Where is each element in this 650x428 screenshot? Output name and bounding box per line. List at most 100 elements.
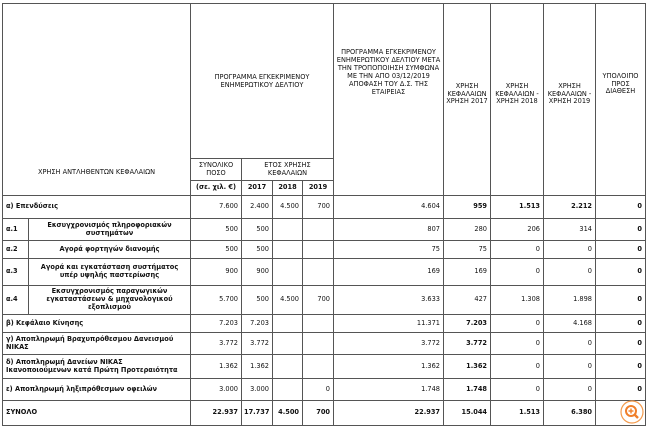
value-cell: 0 — [543, 354, 596, 379]
value-cell: 0 — [490, 258, 544, 286]
value-cell: 15.044 — [443, 400, 491, 426]
value-cell: 5.700 — [190, 285, 242, 315]
table-row: α.4 Εκσυγχρονισμός παραγωγικών εγκαταστάσ… — [2, 285, 646, 315]
value-cell: 1.308 — [490, 285, 544, 315]
table-row: δ) Αποπληρωμή Δανείων ΝΙΚΑΣ Ικανοποιούμε… — [2, 354, 646, 379]
value-cell: 1.748 — [443, 378, 491, 401]
empty-cell — [272, 240, 303, 259]
value-cell: 500 — [241, 285, 273, 315]
value-cell: 0 — [543, 378, 596, 401]
value-cell: 169 — [443, 258, 491, 286]
zoom-icon[interactable] — [620, 400, 644, 424]
value-cell: 0 — [543, 240, 596, 259]
header-cell: ΥΠΟΛΟΙΠΟ ΠΡΟΣ ΔΙΑΘΕΣΗ — [595, 3, 646, 196]
header-cell: ΕΤΟΣ ΧΡΗΣΗΣ ΚΕΦΑΛΑΙΩΝ — [241, 158, 334, 181]
table-body: α) Επενδύσεις 7.600 2.400 4.500 700 4.604 959 1… — [2, 195, 646, 426]
value-cell: 22.937 — [333, 400, 444, 426]
row-label: β) Κεφάλαιο Κίνησης — [2, 314, 191, 333]
value-cell: 1.362 — [241, 354, 273, 379]
value-cell: 0 — [490, 354, 544, 379]
row-label: γ) Αποπληρωμή Βραχυπρόθεσμου Δανεισμού Ν… — [2, 332, 191, 355]
value-cell: 500 — [241, 218, 273, 241]
empty-cell — [302, 314, 334, 333]
value-cell: 0 — [595, 332, 646, 355]
empty-cell — [272, 378, 303, 401]
value-cell: 1.513 — [490, 195, 544, 219]
header-cell: ΠΡΟΓΡΑΜΜΑ ΕΓΚΕΚΡΙΜΕΝΟΥ ΕΝΗΜΕΡΩΤΙΚΟΥ ΔΕΛΤ… — [333, 3, 444, 196]
empty-cell — [272, 258, 303, 286]
table-row: α.1 Εκσυγχρονισμός πληροφοριακών συστημάτ… — [2, 218, 646, 241]
value-cell: 4.500 — [272, 195, 303, 219]
value-cell: 3.772 — [443, 332, 491, 355]
value-cell: 0 — [490, 332, 544, 355]
empty-cell — [302, 258, 334, 286]
value-cell: 700 — [302, 195, 334, 219]
row-code: α.1 — [2, 218, 29, 241]
value-cell: 314 — [543, 218, 596, 241]
value-cell: 1.362 — [190, 354, 242, 379]
value-cell: 7.600 — [190, 195, 242, 219]
funds-table: ΧΡΗΣΗ ΑΝΤΛΗΘΕΝΤΩΝ ΚΕΦΑΛΑΙΩΝ ΠΡΟΓΡΑΜΜΑ ΕΓ… — [2, 3, 646, 426]
value-cell: 2.212 — [543, 195, 596, 219]
value-cell: 2.400 — [241, 195, 273, 219]
value-cell: 0 — [595, 378, 646, 401]
empty-cell — [272, 218, 303, 241]
value-cell: 4.500 — [272, 400, 303, 426]
header-cell: 2018 — [272, 180, 303, 196]
row-label: Εκσυγχρονισμός παραγωγικών εγκαταστάσεων… — [28, 285, 191, 315]
empty-cell — [272, 332, 303, 355]
empty-cell — [302, 218, 334, 241]
value-cell: 900 — [241, 258, 273, 286]
value-cell: 4.168 — [543, 314, 596, 333]
header-cell: ΠΡΟΓΡΑΜΜΑ ΕΓΚΕΚΡΙΜΕΝΟΥ ΕΝΗΜΕΡΩΤΙΚΟΥ ΔΕΛΤ… — [190, 3, 334, 159]
table-row: ε) Αποπληρωμή ληξιπρόθεσμων οφειλών 3.000… — [2, 378, 646, 401]
value-cell: 3.772 — [333, 332, 444, 355]
value-cell: 17.737 — [241, 400, 273, 426]
value-cell: 6.380 — [543, 400, 596, 426]
value-cell: 427 — [443, 285, 491, 315]
row-label: δ) Αποπληρωμή Δανείων ΝΙΚΑΣ Ικανοποιούμε… — [2, 354, 191, 379]
empty-cell — [272, 314, 303, 333]
value-cell: 500 — [190, 218, 242, 241]
value-cell: 11.371 — [333, 314, 444, 333]
value-cell: 3.633 — [333, 285, 444, 315]
header-cell: 2019 — [302, 180, 334, 196]
value-cell: 0 — [543, 258, 596, 286]
row-label: ΣΥΝΟΛΟ — [2, 400, 191, 426]
value-cell: 0 — [543, 332, 596, 355]
value-cell: 500 — [190, 240, 242, 259]
zoom-lens — [625, 405, 637, 417]
header-cell: ΣΥΝΟΛΙΚΟ ΠΟΣΟ — [190, 158, 242, 181]
table-row: γ) Αποπληρωμή Βραχυπρόθεσμου Δανεισμού Ν… — [2, 332, 646, 355]
value-cell: 7.203 — [241, 314, 273, 333]
row-code: α.4 — [2, 285, 29, 315]
value-cell: 3.772 — [241, 332, 273, 355]
empty-cell — [302, 332, 334, 355]
table-row: α.2 Αγορά φορτηγών διανομής 500 500 75 75 0 0 0 — [2, 240, 646, 259]
value-cell: 900 — [190, 258, 242, 286]
value-cell: 807 — [333, 218, 444, 241]
value-cell: 700 — [302, 400, 334, 426]
zoom-ring — [620, 400, 644, 424]
value-cell: 3.000 — [190, 378, 242, 401]
value-cell: 3.772 — [190, 332, 242, 355]
header-cell: ΧΡΗΣΗ ΚΕΦΑΛΑΙΩΝ - ΧΡΗΣΗ 2018 — [490, 3, 544, 196]
row-label: α) Επενδύσεις — [2, 195, 191, 219]
value-cell: 0 — [595, 314, 646, 333]
value-cell: 0 — [595, 258, 646, 286]
header-cell: 2017 — [241, 180, 273, 196]
value-cell: 206 — [490, 218, 544, 241]
value-cell: 0 — [302, 378, 334, 401]
value-cell: 7.203 — [443, 314, 491, 333]
row-label: ε) Αποπληρωμή ληξιπρόθεσμων οφειλών — [2, 378, 191, 401]
value-cell: 169 — [333, 258, 444, 286]
header-cell: ΧΡΗΣΗ ΚΕΦΑΛΑΙΩΝ - ΧΡΗΣΗ 2019 — [543, 3, 596, 196]
value-cell: 0 — [595, 285, 646, 315]
value-cell: 280 — [443, 218, 491, 241]
empty-cell — [302, 354, 334, 379]
value-cell: 0 — [490, 240, 544, 259]
value-cell: 3.000 — [241, 378, 273, 401]
value-cell: 0 — [595, 218, 646, 241]
value-cell: 0 — [595, 354, 646, 379]
